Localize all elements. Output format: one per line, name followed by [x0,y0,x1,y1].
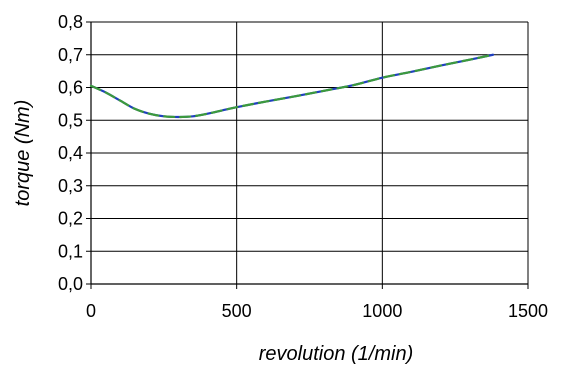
x-axis-label: revolution (1/min) [259,343,414,365]
x-tick-label: 1000 [362,301,402,321]
y-tick-label: 0,5 [58,110,83,130]
y-tick-labels: 0,0 0,1 0,2 0,3 0,4 0,5 0,6 0,7 0,8 [58,12,83,294]
x-tick-labels: 0 500 1000 1500 [86,301,548,321]
x-tick-label: 500 [222,301,252,321]
x-tick-label: 0 [86,301,96,321]
series-group [89,53,495,119]
y-tick-label: 0,7 [58,45,83,65]
y-tick-label: 0,6 [58,78,83,98]
y-tick-label: 0,4 [58,143,83,163]
series-line-2 [89,53,495,119]
y-tick-label: 0,2 [58,209,83,229]
y-tick-label: 0,3 [58,176,83,196]
y-tick-label: 0,8 [58,12,83,32]
y-tick-label: 0,0 [58,274,83,294]
y-tick-label: 0,1 [58,241,83,261]
y-axis-label: torque (Nm) [12,100,34,207]
axes [86,21,529,289]
x-tick-label: 1500 [508,301,548,321]
